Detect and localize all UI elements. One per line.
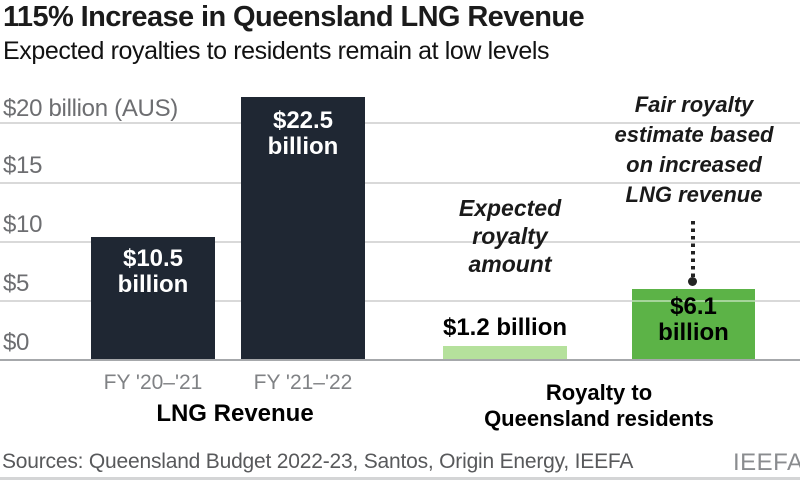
connector-endpoint-dot <box>688 277 697 286</box>
ieefa-logo: IEEFA <box>733 449 800 476</box>
bar-lng-revenue-fy21-22: $22.5 billion <box>241 97 365 359</box>
gridline-10b <box>0 241 800 243</box>
gridline-20b <box>0 122 800 124</box>
bar-value-label: $10.5 billion <box>117 245 189 298</box>
gridline-overlay <box>632 300 755 302</box>
annotation-fair-royalty: Fair royalty estimate based on increased… <box>614 92 774 207</box>
ytick-5: $5 <box>3 270 30 297</box>
ytick-0: $0 <box>3 329 30 356</box>
x-axis-baseline <box>0 359 800 361</box>
bar-lng-revenue-fy20-21: $10.5 billion <box>91 237 215 359</box>
chart-title: 115% Increase in Queensland LNG Revenue <box>3 1 585 33</box>
gridline-5b <box>0 300 800 302</box>
bar-expected-royalty <box>443 346 567 359</box>
ytick-20-billion: $20 billion (AUS) <box>3 95 178 122</box>
group-label-lng-revenue: LNG Revenue <box>156 400 314 427</box>
ytick-10: $10 <box>3 211 43 238</box>
group-label-royalty-to-residents: Royalty to Queensland residents <box>484 380 714 431</box>
bar-value-label: $22.5 billion <box>267 107 339 160</box>
xtick-fy20-21: FY '20–'21 <box>103 371 203 394</box>
dotted-connector-line <box>691 221 695 277</box>
gridline-15b <box>0 182 800 184</box>
bottom-border <box>0 477 800 480</box>
sources-text: Sources: Queensland Budget 2022-23, Sant… <box>2 450 634 473</box>
ytick-15: $15 <box>3 152 43 179</box>
bar-value-label: $6.1 billion <box>658 293 729 346</box>
expected-royalty-value-label: $1.2 billion <box>442 314 568 341</box>
xtick-fy21-22: FY '21–'22 <box>253 371 353 394</box>
annotation-expected-royalty: Expected royalty amount <box>458 195 562 277</box>
chart-subtitle: Expected royalties to residents remain a… <box>3 37 550 65</box>
bar-fair-royalty-estimate: $6.1 billion <box>632 289 755 359</box>
